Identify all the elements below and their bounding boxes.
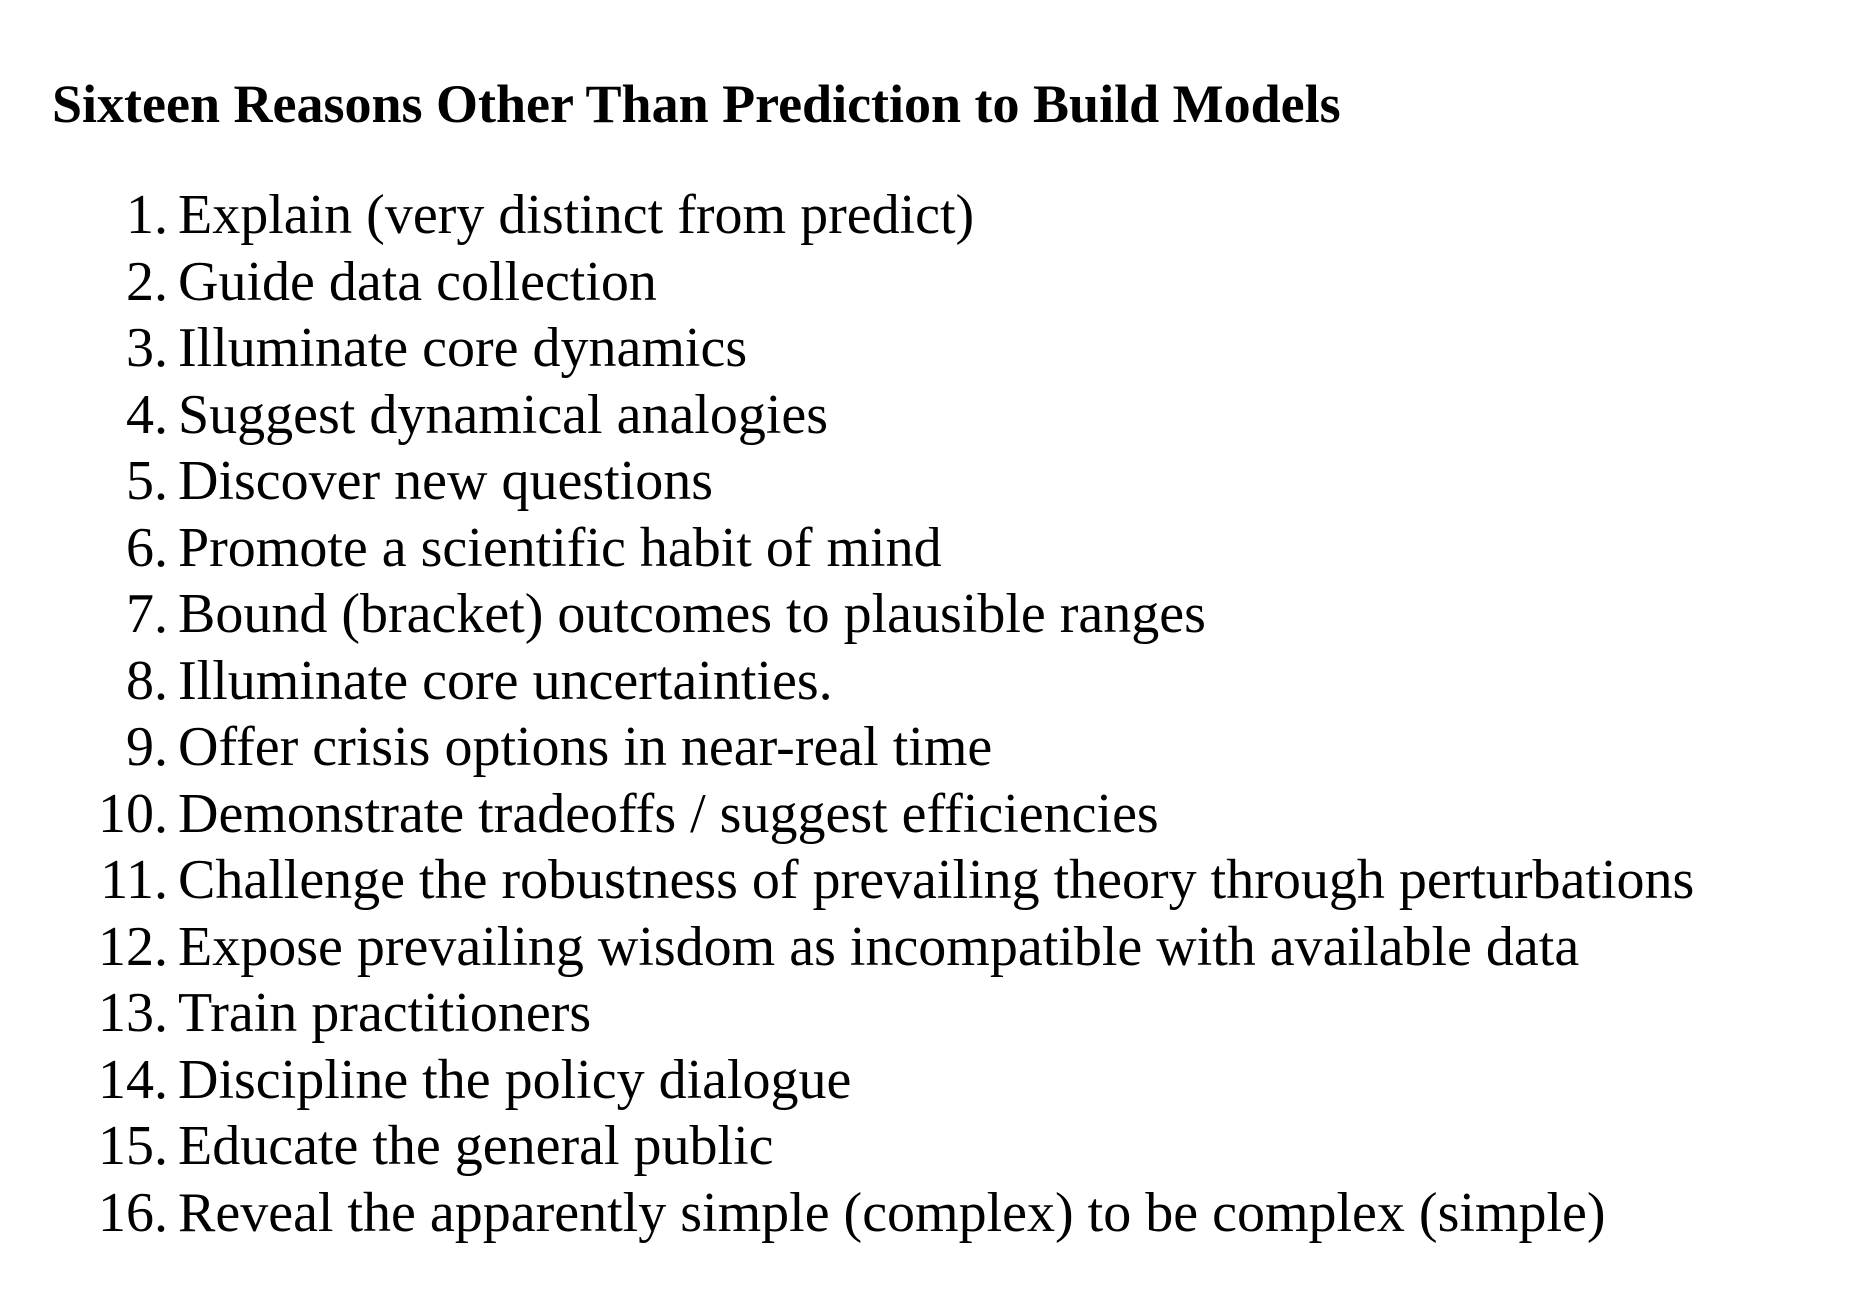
list-item: 2. Guide data collection: [52, 249, 1694, 316]
list-item-number: 4.: [126, 383, 168, 446]
list-item-text: Suggest dynamical analogies: [178, 383, 829, 446]
list-item-text: Expose prevailing wisdom as incompatible…: [178, 915, 1580, 978]
list-item: 10. Demonstrate tradeoffs / suggest effic…: [52, 781, 1694, 848]
list-item: 8. Illuminate core uncertainties.: [52, 648, 1694, 715]
list-item: 1. Explain (very distinct from predict): [52, 182, 1694, 249]
list-item-number: 7.: [126, 583, 168, 645]
list-item-text: Train practitioners: [178, 982, 592, 1044]
list-item: 11. Challenge the robustness of prevailin…: [52, 847, 1694, 914]
list-item-text: Discover new questions: [178, 450, 714, 512]
list-item: 14. Discipline the policy dialogue: [52, 1047, 1694, 1114]
list-item: 15. Educate the general public: [52, 1113, 1694, 1180]
list-item: 9. Offer crisis options in near-real time: [52, 714, 1694, 781]
list-item: 4. Suggest dynamical analogies: [52, 382, 1694, 449]
list-item-number: 6.: [126, 516, 168, 579]
list-item-text: Reveal the apparently simple (complex) t…: [178, 1181, 1606, 1244]
list-item-number: 9.: [126, 716, 168, 778]
list-item-text: Guide data collection: [178, 250, 657, 313]
list-item: 5. Discover new questions: [52, 448, 1694, 515]
list-item: 16. Reveal the apparently simple (complex…: [52, 1180, 1694, 1247]
list-item-number: 2.: [126, 250, 168, 313]
list-item-text: Offer crisis options in near-real time: [178, 716, 993, 778]
list-item-number: 15.: [98, 1115, 168, 1177]
list-item-number: 16.: [98, 1181, 168, 1244]
list-item-text: Explain (very distinct from predict): [178, 184, 975, 246]
list-item-number: 1.: [126, 184, 168, 246]
list-item-number: 11.: [100, 849, 168, 911]
list-item-text: Promote a scientific habit of mind: [178, 516, 942, 579]
list-item-text: Educate the general public: [178, 1115, 774, 1177]
list-item-text: Challenge the robustness of prevailing t…: [178, 849, 1695, 911]
list-item-number: 5.: [126, 450, 168, 512]
list-item-text: Discipline the policy dialogue: [178, 1048, 852, 1111]
reasons-list: 1. Explain (very distinct from predict) 2.…: [52, 182, 1694, 1246]
list-item: 3. Illuminate core dynamics: [52, 315, 1694, 382]
list-item-text: Illuminate core uncertainties.: [178, 649, 833, 712]
list-item-text: Bound (bracket) outcomes to plausible ra…: [178, 583, 1206, 645]
document: Sixteen Reasons Other Than Prediction to…: [52, 72, 1832, 1244]
list-item: 13. Train practitioners: [52, 980, 1694, 1047]
list-item-number: 3.: [126, 317, 168, 379]
list-item-number: 12.: [98, 915, 168, 978]
page-title: Sixteen Reasons Other Than Prediction to…: [52, 74, 1341, 134]
list-item-number: 8.: [126, 649, 168, 712]
list-item-text: Illuminate core dynamics: [178, 317, 748, 379]
list-item: 6. Promote a scientific habit of mind: [52, 515, 1694, 582]
list-item-number: 13.: [98, 982, 168, 1044]
list-item-text: Demonstrate tradeoffs / suggest efficien…: [178, 782, 1159, 845]
list-item: 12. Expose prevailing wisdom as incompati…: [52, 914, 1694, 981]
list-item-number: 10.: [98, 782, 168, 845]
list-item: 7. Bound (bracket) outcomes to plausible …: [52, 581, 1694, 648]
list-item-number: 14.: [98, 1048, 168, 1111]
